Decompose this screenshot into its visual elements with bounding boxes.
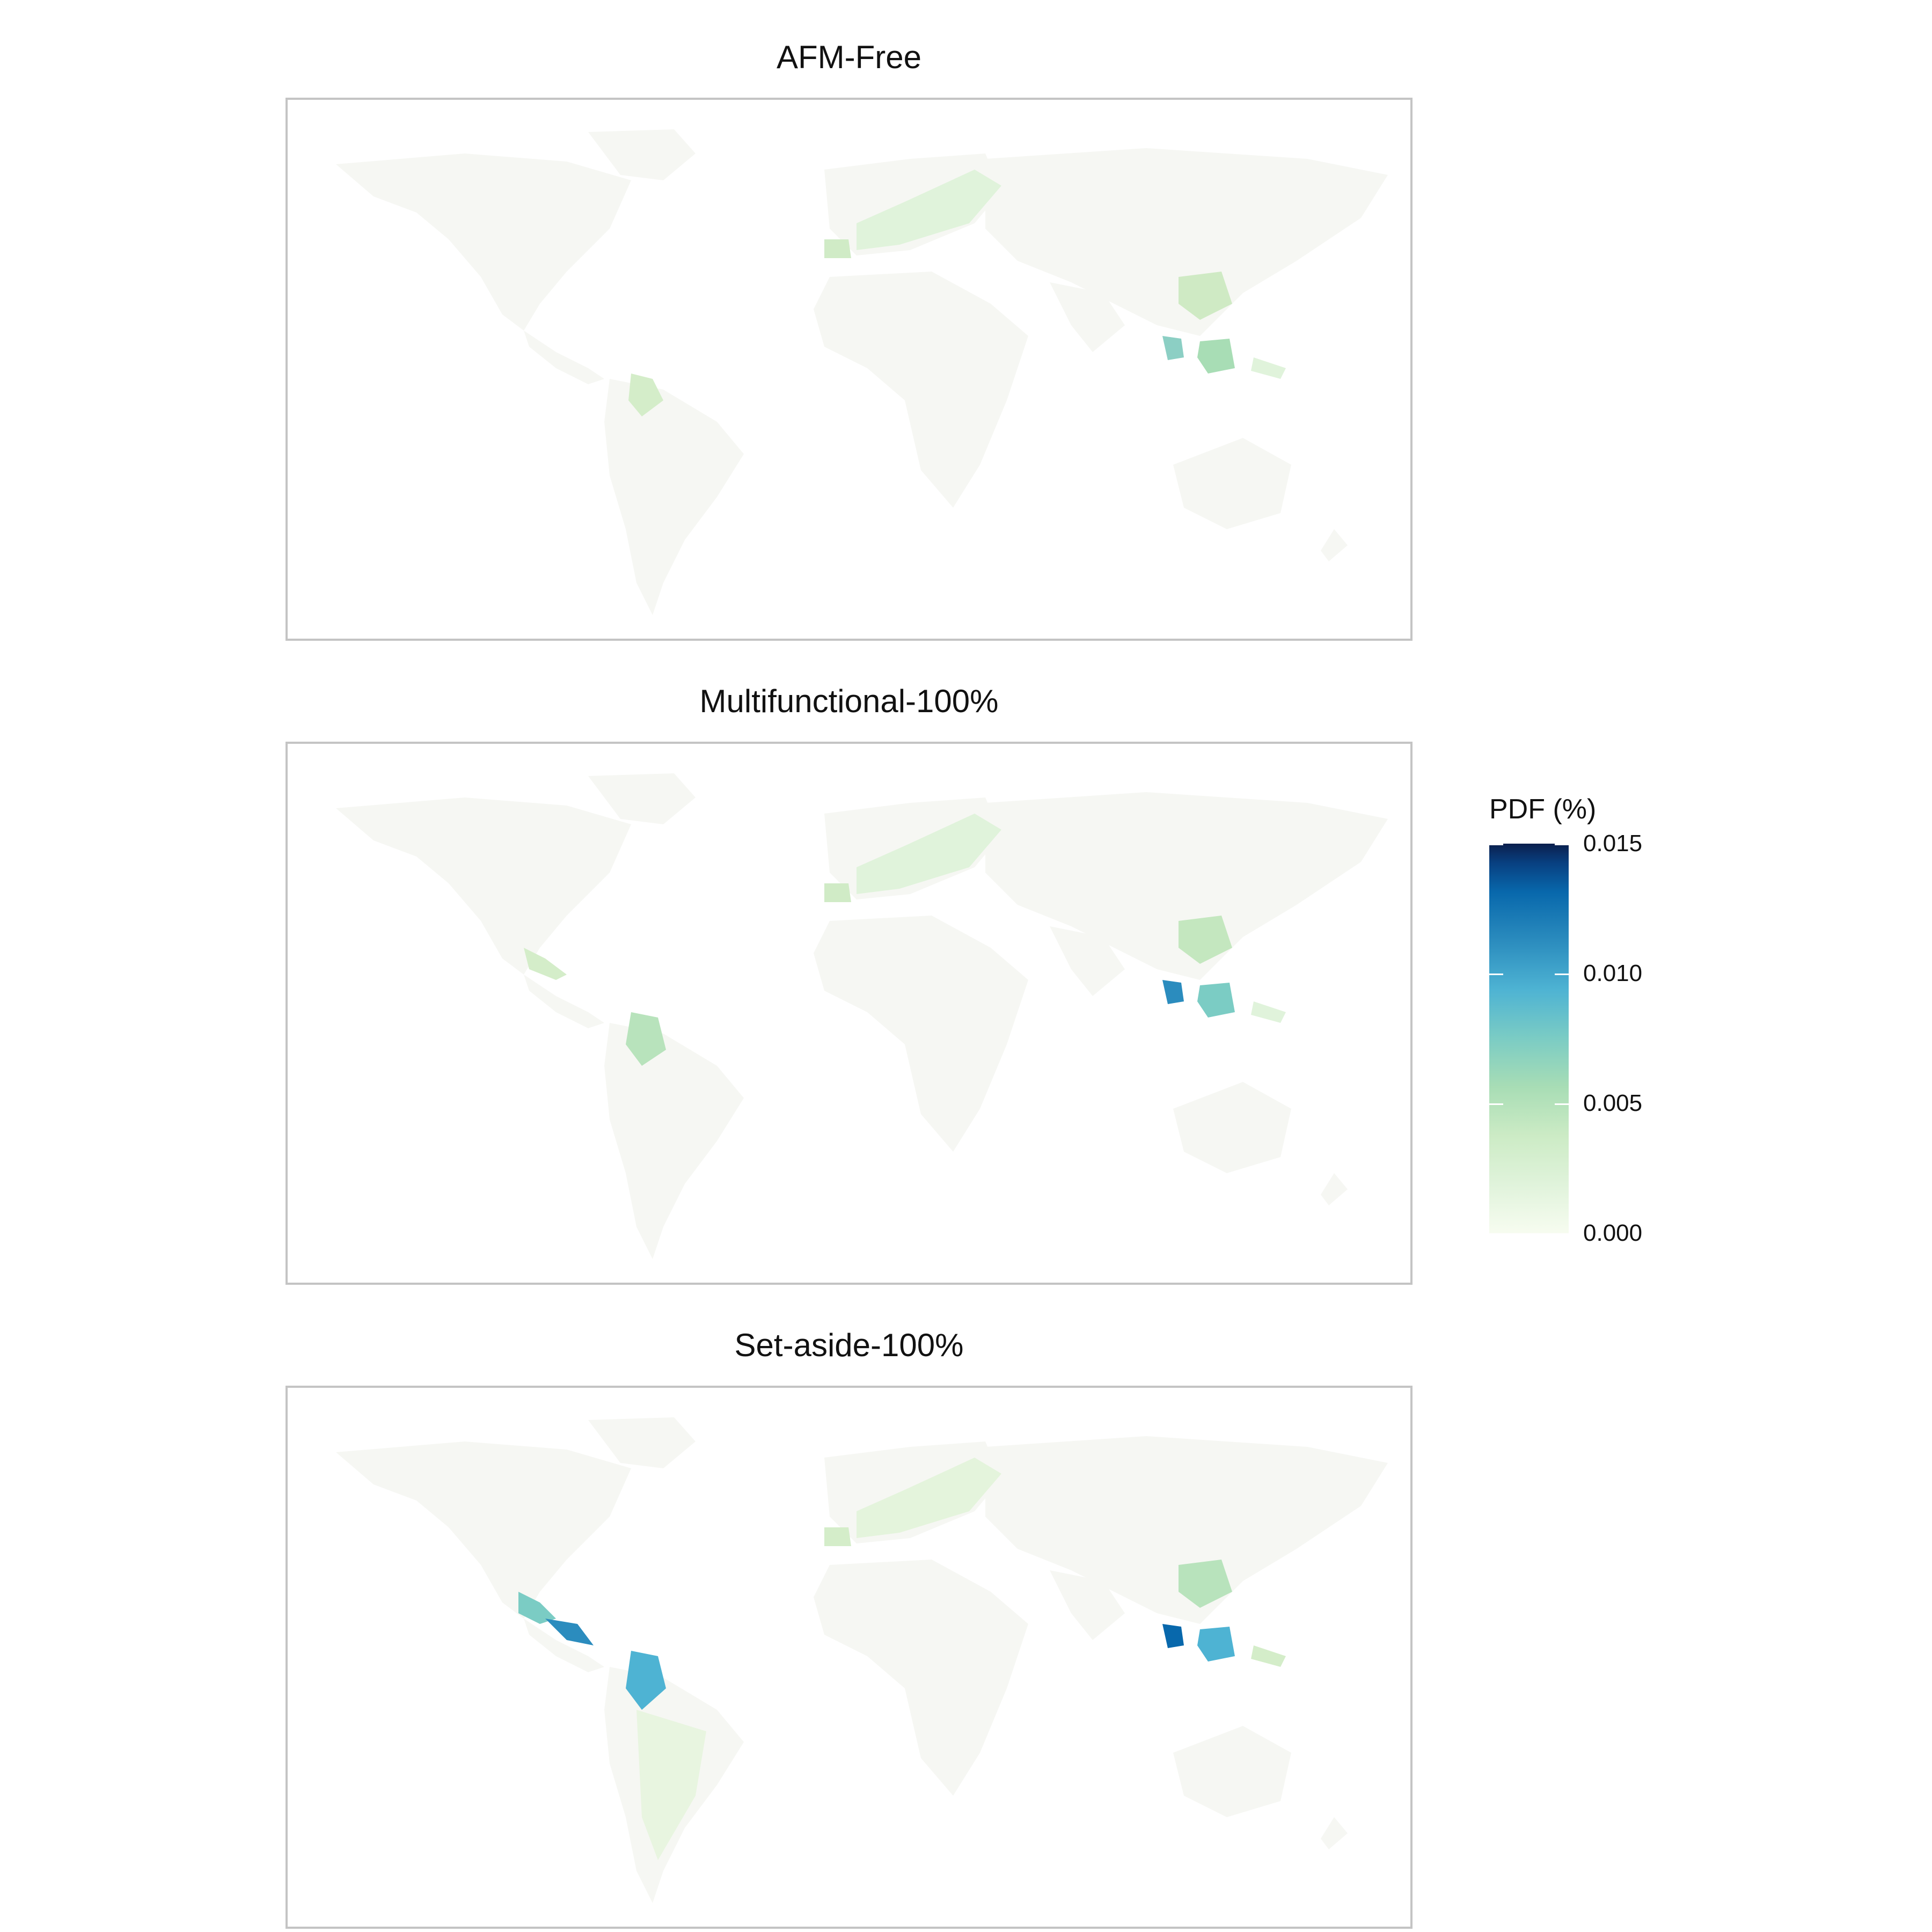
north-america (336, 797, 631, 975)
mexico-highlight (524, 948, 567, 980)
legend-tick-mark (1489, 974, 1503, 975)
world-map-set-aside (336, 1417, 1388, 1903)
australia (1173, 1726, 1291, 1817)
iberia-highlight (824, 1527, 851, 1546)
andes-highlight (626, 1012, 666, 1066)
iberia-highlight (824, 239, 851, 258)
highlighted-regions (524, 814, 1286, 1066)
africa (814, 272, 1028, 508)
continents (336, 129, 1388, 615)
south-america (604, 1023, 744, 1259)
legend-tick-label: 0.010 (1583, 960, 1643, 986)
legend-tick-mark (1555, 1103, 1569, 1105)
legend-tick-mark (1555, 844, 1569, 845)
iberia-highlight (824, 883, 851, 902)
south-china-highlight (1179, 272, 1232, 320)
borneo-highlight (1197, 1627, 1235, 1662)
central-america (524, 1619, 604, 1672)
legend-tick-mark (1489, 844, 1503, 845)
south-america-highlight (636, 1710, 706, 1860)
sumatra-highlight (1162, 336, 1184, 360)
australia (1173, 1082, 1291, 1173)
map-panel-afm-free (286, 98, 1413, 641)
europe-highlight (857, 1458, 1001, 1538)
asia (985, 792, 1388, 980)
central-america-highlight (545, 1619, 594, 1645)
greenland (588, 773, 696, 824)
legend-tick-label: 0.015 (1583, 830, 1643, 857)
andes-highlight (626, 1651, 666, 1710)
south-china-highlight (1179, 1560, 1232, 1608)
new-guinea-highlight (1251, 357, 1286, 379)
borneo-highlight (1197, 339, 1235, 374)
new-zealand (1321, 1817, 1348, 1849)
legend-tick-label: 0.000 (1583, 1220, 1643, 1246)
asia (985, 1436, 1388, 1624)
new-guinea-highlight (1251, 1001, 1286, 1023)
world-map-multifunctional (336, 773, 1388, 1259)
india (1050, 1570, 1125, 1640)
africa (814, 1560, 1028, 1796)
greenland (588, 1417, 696, 1468)
legend-title: PDF (%) (1489, 794, 1597, 825)
asia (985, 148, 1388, 336)
panel-title-multifunctional: Multifunctional-100% (699, 683, 999, 719)
mexico-highlight (518, 1592, 556, 1624)
europe-highlight (857, 170, 1001, 250)
greenland (588, 129, 696, 180)
highlighted-regions (518, 1458, 1286, 1860)
india (1050, 926, 1125, 996)
panel-title-afm-free: AFM-Free (777, 39, 921, 75)
sumatra-highlight (1162, 980, 1184, 1004)
map-panel-set-aside (286, 1386, 1413, 1929)
continents (336, 1417, 1388, 1903)
australia (1173, 438, 1291, 529)
world-map-afm-free (336, 129, 1388, 615)
south-china-highlight (1179, 916, 1232, 964)
north-america (336, 153, 631, 331)
legend-colorbar (1489, 844, 1569, 1233)
highlighted-regions (628, 170, 1286, 416)
central-america (524, 331, 604, 384)
legend-tick-mark (1489, 1103, 1503, 1105)
north-america (336, 1441, 631, 1619)
new-guinea-highlight (1251, 1645, 1286, 1667)
legend-tick-label: 0.005 (1583, 1090, 1643, 1116)
continents (336, 773, 1388, 1259)
andes-highlight (628, 374, 663, 416)
panel-title-set-aside: Set-aside-100% (734, 1327, 964, 1363)
europe-highlight (857, 814, 1001, 894)
sumatra-highlight (1162, 1624, 1184, 1648)
new-zealand (1321, 529, 1348, 561)
borneo-highlight (1197, 983, 1235, 1018)
central-america (524, 975, 604, 1028)
map-panel-multifunctional (286, 742, 1413, 1285)
india (1050, 282, 1125, 352)
south-america (604, 379, 744, 615)
legend-tick-mark (1555, 974, 1569, 975)
africa (814, 916, 1028, 1152)
new-zealand (1321, 1173, 1348, 1205)
